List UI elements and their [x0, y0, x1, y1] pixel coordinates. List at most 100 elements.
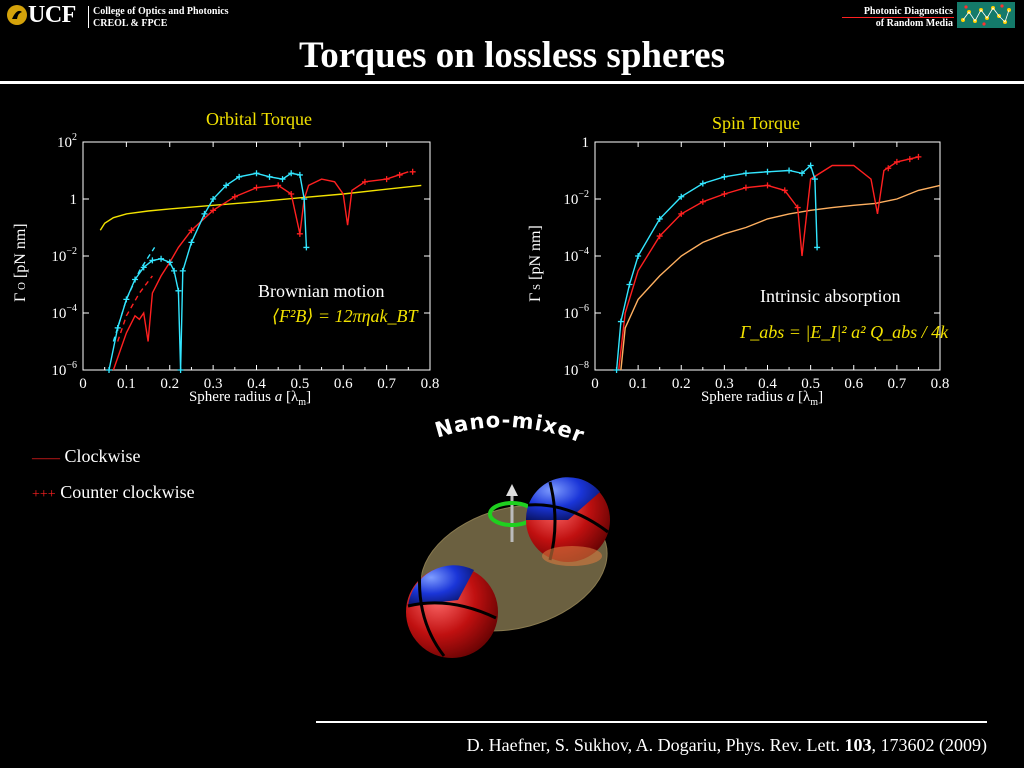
- orbital-series-cyan-point: [288, 170, 295, 177]
- orbital-series-cyan-point: [210, 196, 217, 202]
- sphere-b: [406, 565, 498, 658]
- group-line-1: Photonic Diagnostics: [863, 6, 953, 17]
- slide-title: Torques on lossless spheres: [299, 35, 725, 76]
- spin-series-counter-clockwise-point: [893, 158, 900, 165]
- orbital-series-cyan-point: [296, 171, 303, 178]
- orbital-series-counter-clockwise-point: [275, 182, 282, 189]
- spin-series-cyan-point: [786, 167, 793, 174]
- spin-chart: 0 0.1 0.2 0.3 0.4 0.5 0.6 0.7 0.8 10−8 10−6 10−4 10−…: [563, 135, 950, 392]
- orbital-xlabel-var: a: [274, 389, 283, 405]
- spin-ylabel-main: Γ: [527, 292, 544, 302]
- spin-xlabel: Sphere radius a [λm]: [672, 389, 852, 408]
- spin-series-cyan-point: [811, 176, 818, 183]
- spin-xtick-label: 0.3: [715, 376, 734, 392]
- random-media-logo-icon: [957, 2, 1015, 28]
- reference-volume: 103: [844, 735, 872, 755]
- group-underline: [842, 17, 954, 18]
- orbital-xlabel-open: [λ: [282, 389, 299, 405]
- header-divider: [88, 6, 89, 28]
- orbital-ylabel-units: [pN nm]: [12, 223, 29, 279]
- spin-series-cyan-point: [799, 170, 805, 177]
- reference: D. Haefner, S. Sukhov, A. Dogariu, Phys.…: [467, 735, 987, 756]
- legend-item-clockwise: —— Clockwise: [32, 446, 195, 482]
- spin-xlabel-sub: m: [810, 397, 819, 408]
- spin-series-counter-clockwise-point: [742, 184, 749, 191]
- orbital-series-cyan-point: [166, 259, 173, 266]
- orbital-ytick-label: 10−4: [51, 303, 77, 322]
- spin-xtick-label: 0.8: [931, 376, 950, 392]
- reference-prefix: D. Haefner, S. Sukhov, A. Dogariu, Phys.…: [466, 735, 845, 755]
- spin-ytick-label: 10−6: [563, 303, 589, 322]
- reference-suffix: , 173602 (2009): [871, 735, 988, 755]
- orbital-series-cyan-point: [123, 296, 130, 303]
- spin-series-counter-clockwise-point: [915, 153, 922, 160]
- legend-label-counter-clockwise: Counter clockwise: [60, 482, 195, 502]
- orbital-ytick-label: 1: [70, 192, 78, 208]
- orbital-series-cyan-point: [179, 267, 186, 274]
- absorption-formula-text: Γ_abs = |E_I|² a² Q_abs / 4k: [740, 322, 949, 342]
- spin-plot-title: Spin Torque: [712, 113, 800, 133]
- spin-series-counter-clockwise-point: [885, 165, 892, 172]
- orbital-series-cyan-point: [301, 196, 308, 202]
- spin-series-counter-clockwise-point: [794, 204, 801, 211]
- orbital-series-counter-clockwise-point: [396, 171, 403, 178]
- legend-symbol-clockwise: ——: [32, 451, 60, 466]
- intrinsic-absorption-label: Intrinsic absorption: [760, 286, 901, 306]
- orbital-series-cyan-point: [149, 257, 156, 264]
- spin-ytick-label: 1: [582, 135, 590, 151]
- spin-series-cyan-point: [626, 281, 633, 288]
- orbital-series-cyan-point: [223, 182, 230, 189]
- nano-mixer-label: Nano-mixer: [432, 410, 588, 448]
- spin-ytick-label: 10−2: [563, 189, 589, 208]
- spin-series-counter-clockwise-point: [781, 187, 788, 194]
- orbital-series-cyan-point: [158, 255, 165, 262]
- orbital-series-counter-clockwise-point: [253, 184, 260, 191]
- spin-axes-frame: [594, 141, 941, 371]
- absorption-formula: Γ_abs = |E_I|² a² Q_abs / 4k: [740, 322, 948, 343]
- orbital-xtick-label: 0.5: [291, 376, 310, 392]
- orbital-series-cyan-point: [253, 170, 260, 177]
- orbital-series-counter-clockwise-point: [210, 207, 217, 214]
- spin-xtick-label: 0.4: [758, 376, 777, 392]
- orbital-chart: 0 0.1 0.2 0.3 0.4 0.5 0.6 0.7 0.8 10−6 10−4 10−2 1 10…: [51, 132, 439, 392]
- orbital-xlabel-pre: Sphere radius: [188, 389, 275, 405]
- orbital-series-counter-clockwise-point: [409, 168, 416, 175]
- college-line-1: College of Optics and Photonics: [93, 6, 229, 17]
- orbital-series-cyan-point: [106, 367, 113, 373]
- orbital-xlabel-sub: m: [298, 397, 307, 408]
- spin-series-counter-clockwise-point: [764, 182, 771, 189]
- spin-xtick-label: 0.6: [844, 376, 863, 392]
- spin-xlabel-close: ]: [818, 389, 824, 405]
- orbital-series-fit-cyan-line: [112, 247, 156, 342]
- orbital-series-cyan-line: [108, 172, 308, 371]
- brownian-formula: ⟨F²B⟩ = 12πηak_BT: [272, 306, 418, 327]
- orbital-series-counter-clockwise-point: [361, 178, 368, 185]
- orbital-xtick-label: 0: [79, 376, 87, 392]
- spin-xlabel-var: a: [786, 389, 795, 405]
- group-line-2: of Random Media: [875, 18, 953, 29]
- orbital-series-cyan-point: [177, 367, 184, 373]
- orbital-series-cyan-point: [114, 324, 121, 331]
- orbital-series-counter-clockwise-point: [188, 227, 195, 234]
- orbital-ytick-label: 10−6: [51, 360, 77, 379]
- spin-xtick-label: 0.7: [888, 376, 907, 392]
- title-rule: [0, 81, 1024, 84]
- spin-series-cyan-point: [699, 180, 706, 187]
- orbital-series-cyan-point: [188, 239, 195, 246]
- legend: —— Clockwise +++ Counter clockwise: [32, 446, 195, 503]
- orbital-xtick-label: 0.1: [117, 376, 136, 392]
- spin-series-cyan-point: [742, 170, 749, 177]
- orbital-series-brownian-motion-line: [99, 184, 422, 231]
- spin-series-counter-clockwise-point: [699, 198, 706, 205]
- spin-xtick-label: 0.5: [801, 376, 820, 392]
- orbital-series-counter-clockwise-point: [288, 190, 295, 197]
- nano-mixer-illustration: Nano-mixer: [406, 410, 610, 658]
- spin-series-intrinsic-absorption-line: [620, 184, 941, 371]
- spin-series-cyan-point: [613, 367, 620, 373]
- orbital-series-cyan-point: [303, 244, 310, 251]
- spin-series-cyan-point: [814, 244, 821, 251]
- orbital-xtick-label: 0.3: [204, 376, 223, 392]
- orbital-series-cyan-point: [236, 173, 243, 180]
- spin-series-cyan-point: [721, 173, 728, 180]
- spin-series-clockwise-line: [618, 156, 919, 371]
